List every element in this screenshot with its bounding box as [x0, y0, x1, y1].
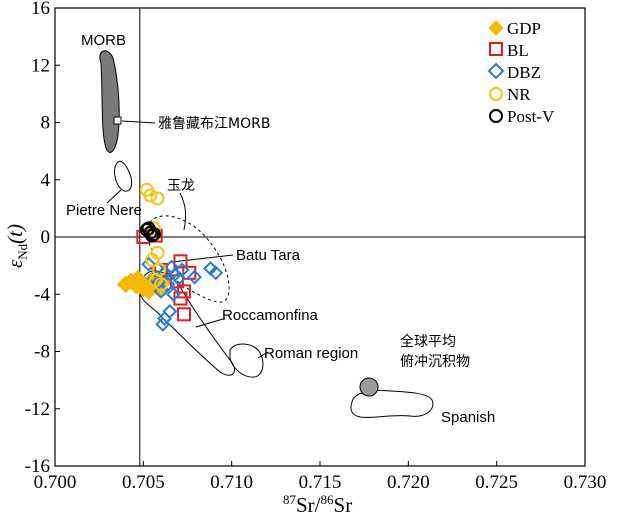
y-axis-title: εNd(t)	[3, 224, 30, 268]
morb-label: MORB	[81, 32, 126, 49]
pietre-nere-label: Pietre Nere	[66, 202, 142, 219]
global-sediment-label-2: 俯冲沉积物	[400, 354, 470, 370]
x-axis-title-part2: Sr	[334, 493, 353, 517]
y-axis-title-tail: (t)	[3, 224, 27, 244]
y-tick-label-2: -8	[34, 342, 50, 363]
legend-gdp-marker	[488, 20, 504, 36]
leader-yulong	[179, 192, 187, 231]
global-subducted-sediment-marker	[359, 377, 379, 397]
bl-point-2	[173, 254, 188, 269]
yulong-label: 玉龙	[167, 178, 195, 194]
spanish-label: Spanish	[441, 409, 495, 426]
dbz-point-7	[165, 286, 181, 302]
nr-point-2	[150, 191, 165, 206]
legend-dbz-marker	[487, 62, 505, 80]
post-v-point-2	[145, 228, 160, 243]
y-tick-label-3: -4	[34, 284, 50, 305]
roman-region-label: Roman region	[264, 345, 358, 362]
dbz-point-0	[141, 256, 157, 272]
legend-post-v-marker	[489, 109, 503, 123]
leader-pietre-nere	[106, 189, 122, 204]
dbz-point-9	[157, 311, 172, 326]
pietre-nere-field	[114, 160, 133, 192]
y-tick-label-6: 8	[41, 113, 51, 134]
y-tick-label-0: -16	[25, 456, 50, 477]
nr-point-8	[145, 252, 160, 267]
bl-point-5	[176, 284, 191, 299]
nr-point-7	[154, 277, 168, 292]
dbz-point-8	[162, 304, 178, 319]
y-tick-label-5: 4	[41, 170, 51, 191]
legend-gdp-label: GDP	[507, 19, 541, 38]
x-tick-label-4: 0.720	[387, 472, 430, 493]
legend-post-v-label: Post-V	[507, 107, 555, 126]
roccamonfina-label: Roccamonfina	[222, 307, 319, 324]
legend-nr-marker	[489, 87, 503, 101]
leader-batu-tara	[171, 254, 234, 263]
gdp-point-11	[134, 279, 153, 298]
x-axis-title: 87Sr/86Sr	[283, 492, 352, 517]
dbz-point-12	[208, 265, 224, 281]
global-sediment-label-1: 全球平均	[400, 333, 456, 350]
y-axis-title-main: ε	[3, 259, 27, 268]
x-axis-title-part1: Sr/	[296, 493, 321, 517]
batu-tara-label: Batu Tara	[236, 247, 301, 264]
yarlung-morb-marker	[113, 116, 122, 125]
post-v-point-4	[146, 227, 161, 242]
leader-roman	[257, 351, 269, 359]
dbz-point-13	[187, 269, 202, 285]
legend-bl-marker	[489, 42, 503, 56]
leader-roccamonfina	[195, 318, 224, 328]
x-tick-label-6: 0.730	[564, 472, 607, 493]
x-axis-title-sup1: 87	[283, 492, 297, 507]
y-tick-label-1: -12	[25, 399, 50, 420]
morb-field	[99, 50, 120, 153]
x-tick-label-3: 0.715	[299, 472, 342, 493]
dbz-point-10	[155, 316, 171, 332]
axis-ticks: 0.700 0.705 0.710 0.715 0.720 0.725 0.730 -16 -1…	[25, 0, 607, 493]
y-tick-label-7: 12	[31, 55, 50, 76]
legend-bl-label: BL	[507, 41, 529, 60]
dbz-point-17	[174, 262, 190, 278]
nr-point-3	[146, 221, 161, 236]
x-tick-label-5: 0.725	[475, 472, 518, 493]
x-tick-label-0: 0.700	[34, 472, 77, 493]
annotation-leaders	[106, 120, 269, 359]
bl-point-7	[176, 307, 191, 322]
nr-point-1	[143, 188, 158, 203]
spanish-field	[350, 389, 434, 418]
leader-yarlung	[121, 120, 156, 124]
y-axis-title-sub: Nd	[15, 243, 30, 259]
legend-dbz-label: DBZ	[507, 63, 541, 82]
x-tick-label-2: 0.710	[210, 472, 253, 493]
x-tick-label-1: 0.705	[122, 472, 165, 493]
y-tick-label-4: 0	[41, 227, 51, 248]
x-axis-title-sup2: 86	[321, 492, 335, 507]
legend-nr-label: NR	[507, 85, 531, 104]
roman-region-field	[229, 343, 264, 378]
y-tick-label-8: 16	[31, 0, 50, 19]
data-points	[116, 182, 224, 332]
yarlung-morb-label: 雅鲁藏布江MORB	[158, 116, 270, 132]
legend: GDP BL DBZ NR Post-V	[487, 19, 555, 126]
